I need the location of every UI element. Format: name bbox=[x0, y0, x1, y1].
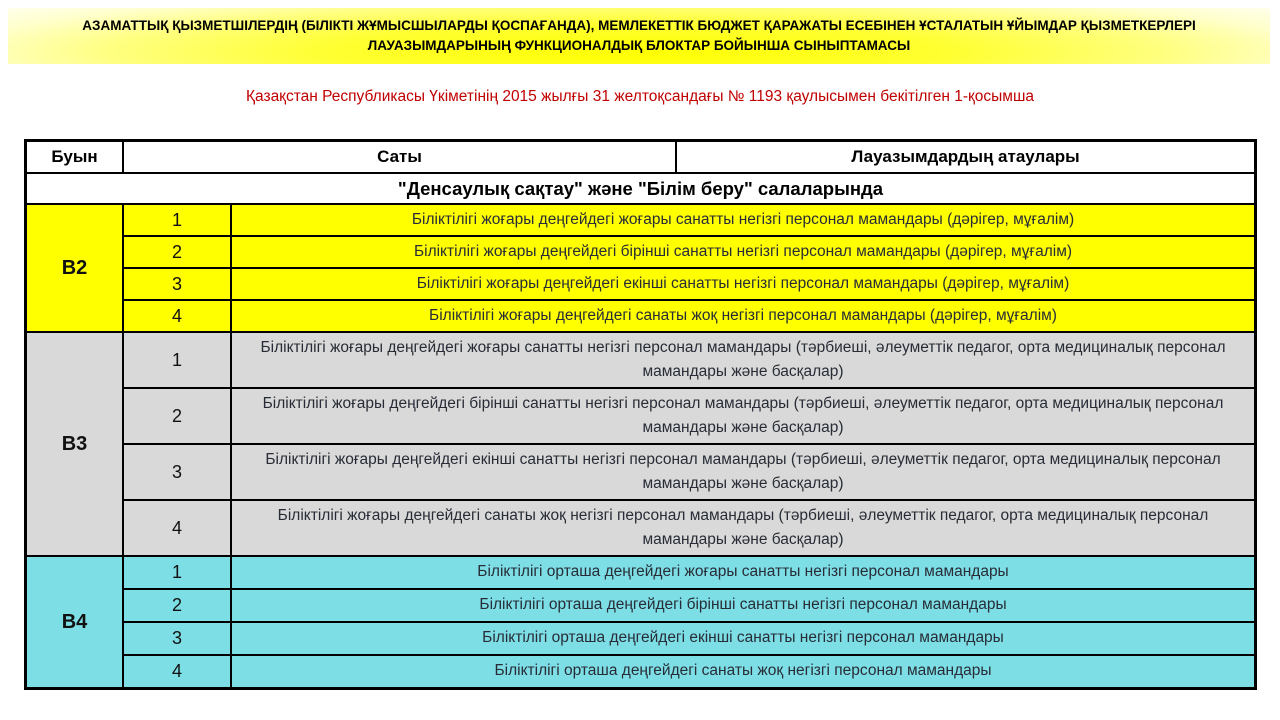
group-b4-row3-number: 3 bbox=[124, 623, 230, 654]
header-cell-positions: Лауазымдардың атаулары bbox=[677, 142, 1254, 172]
header-cell-buyn: Буын bbox=[27, 142, 122, 172]
group-b4-row4-description: Біліктілігі орташа деңгейдегі санаты жоқ… bbox=[232, 656, 1254, 687]
group-b4-label: В4 bbox=[27, 557, 122, 687]
group-b4-row2-number: 2 bbox=[124, 590, 230, 621]
group-b3-row4-number: 4 bbox=[124, 501, 230, 555]
group-b3: В3 1 Біліктілігі жоғары деңгейдегі жоғар… bbox=[27, 333, 1254, 555]
document-title-banner: АЗАМАТТЫҚ ҚЫЗМЕТШІЛЕРДІҢ (БІЛІКТІ ЖҰМЫСШ… bbox=[8, 8, 1270, 64]
group-b3-row1-description: Біліктілігі жоғары деңгейдегі жоғары сан… bbox=[232, 333, 1254, 387]
group-b3-row3-description: Біліктілігі жоғары деңгейдегі екінші сан… bbox=[232, 445, 1254, 499]
decree-approval-line: Қазақстан Республикасы Үкіметінің 2015 ж… bbox=[245, 88, 1034, 105]
table-header-row: Буын Саты Лауазымдардың атаулары bbox=[27, 142, 1254, 172]
header-cell-saty: Саты bbox=[124, 142, 675, 172]
group-b2: В2 1 Біліктілігі жоғары деңгейдегі жоғар… bbox=[27, 205, 1254, 331]
group-b2-row1-description: Біліктілігі жоғары деңгейдегі жоғары сан… bbox=[232, 205, 1254, 235]
classification-table: Буын Саты Лауазымдардың атаулары "Денсау… bbox=[24, 139, 1257, 690]
group-b3-row1-number: 1 bbox=[124, 333, 230, 387]
group-b4-row4-number: 4 bbox=[124, 656, 230, 687]
group-b2-row3-description: Біліктілігі жоғары деңгейдегі екінші сан… bbox=[232, 269, 1254, 299]
group-b4-row1-number: 1 bbox=[124, 557, 230, 588]
document-title: АЗАМАТТЫҚ ҚЫЗМЕТШІЛЕРДІҢ (БІЛІКТІ ЖҰМЫСШ… bbox=[82, 17, 1196, 53]
section-title-row: "Денсаулық сақтау" және "Білім беру" сал… bbox=[27, 174, 1254, 203]
group-b2-row2-description: Біліктілігі жоғары деңгейдегі бірінші са… bbox=[232, 237, 1254, 267]
group-b3-row2-number: 2 bbox=[124, 389, 230, 443]
group-b4-row2-description: Біліктілігі орташа деңгейдегі бірінші са… bbox=[232, 590, 1254, 621]
group-b2-row3-number: 3 bbox=[124, 269, 230, 299]
group-b2-row4-description: Біліктілігі жоғары деңгейдегі санаты жоқ… bbox=[232, 301, 1254, 331]
group-b2-row2-number: 2 bbox=[124, 237, 230, 267]
group-b3-label: В3 bbox=[27, 333, 122, 555]
group-b2-row4-number: 4 bbox=[124, 301, 230, 331]
group-b2-row1-number: 1 bbox=[124, 205, 230, 235]
group-b4-row1-description: Біліктілігі орташа деңгейдегі жоғары сан… bbox=[232, 557, 1254, 588]
group-b4-row3-description: Біліктілігі орташа деңгейдегі екінші сан… bbox=[232, 623, 1254, 654]
group-b2-label: В2 bbox=[27, 205, 122, 331]
group-b3-row3-number: 3 bbox=[124, 445, 230, 499]
group-b3-row2-description: Біліктілігі жоғары деңгейдегі бірінші са… bbox=[232, 389, 1254, 443]
group-b4: В4 1 Біліктілігі орташа деңгейдегі жоғар… bbox=[27, 557, 1254, 687]
group-b3-row4-description: Біліктілігі жоғары деңгейдегі санаты жоқ… bbox=[232, 501, 1254, 555]
